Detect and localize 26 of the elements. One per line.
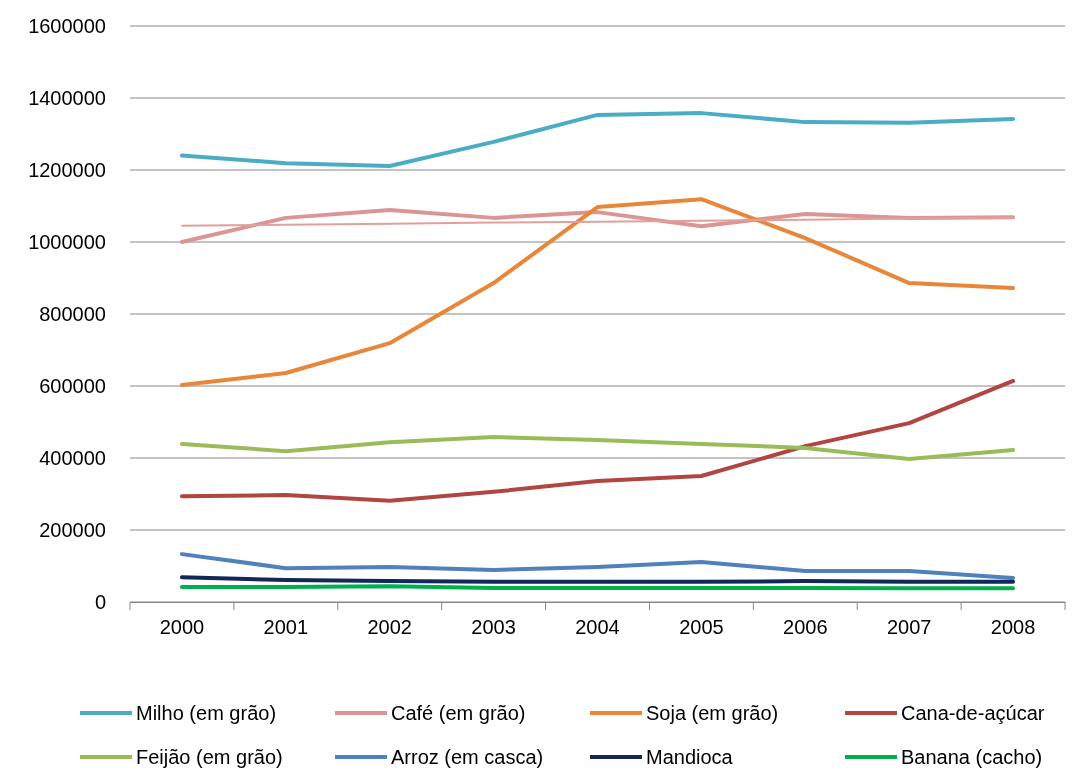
y-tick-label: 1600000	[28, 14, 106, 37]
y-tick-label: 0	[94, 590, 106, 613]
legend-label: Feijão (em grão)	[136, 746, 283, 768]
legend-label: Banana (cacho)	[901, 746, 1043, 768]
legend-label: Mandioca	[646, 746, 734, 768]
x-tick-label: 2007	[886, 616, 932, 639]
y-tick-label: 1200000	[28, 158, 106, 181]
x-tick-label: 2001	[263, 616, 309, 639]
x-tick-label: 2000	[159, 616, 205, 639]
legend-label: Café (em grão)	[391, 702, 526, 724]
x-tick-label: 2003	[471, 616, 516, 639]
y-tick-label: 1000000	[28, 230, 106, 253]
x-tick-label: 2006	[783, 616, 828, 639]
legend-label: Milho (em grão)	[136, 702, 277, 724]
x-tick-label: 2002	[367, 616, 412, 639]
legend-label: Soja (em grão)	[646, 702, 779, 724]
x-tick-label: 2008	[990, 616, 1036, 639]
y-tick-label: 400000	[39, 446, 106, 469]
y-tick-label: 1400000	[28, 86, 106, 109]
legend-label: Cana-de-açúcar	[901, 702, 1045, 724]
y-tick-label: 600000	[39, 374, 106, 397]
y-tick-label: 800000	[39, 302, 106, 325]
x-tick-label: 2004	[575, 616, 620, 639]
x-tick-label: 2005	[679, 616, 724, 639]
legend-label: Arroz (em casca)	[391, 746, 544, 768]
y-tick-label: 200000	[39, 518, 106, 541]
